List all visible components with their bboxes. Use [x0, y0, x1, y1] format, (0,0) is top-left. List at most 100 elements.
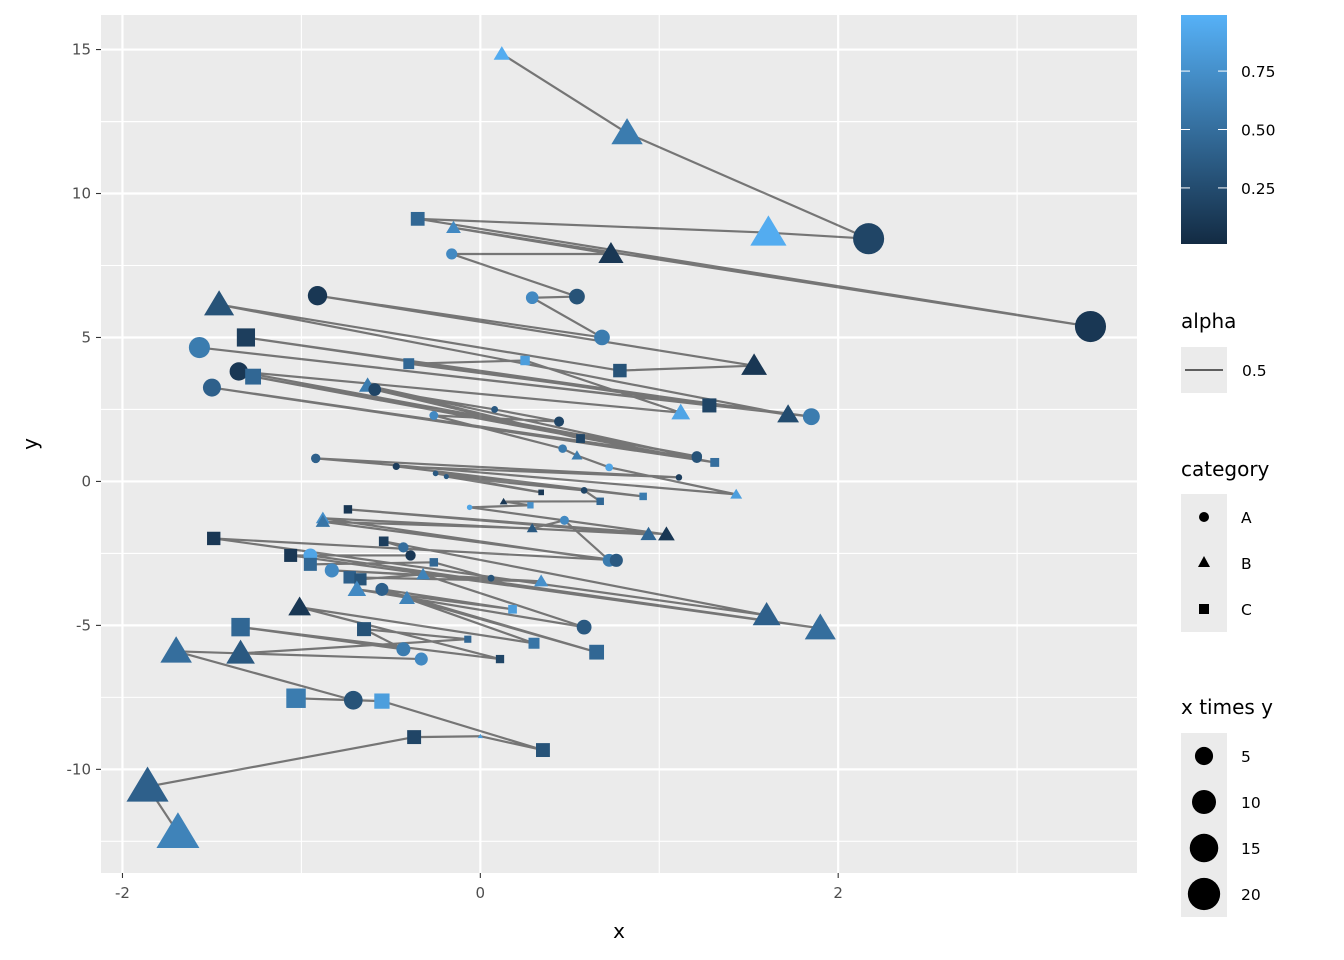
alpha-legend: alpha 0.5 [1181, 309, 1267, 393]
data-point-circle [414, 652, 428, 666]
alpha-legend-label: 0.5 [1242, 362, 1267, 380]
data-point-circle [580, 487, 588, 494]
data-point-square [429, 558, 439, 567]
x-tick-label: 0 [476, 884, 486, 902]
data-point-triangle [671, 403, 691, 420]
data-point-square [589, 644, 605, 660]
data-point-triangle [288, 596, 311, 616]
x-axis: -2 0 2 [115, 873, 843, 902]
data-point-circle [466, 504, 473, 511]
data-point-triangle [126, 766, 169, 802]
size-key-circle [1191, 789, 1217, 815]
data-point-triangle [347, 580, 367, 597]
data-point-circle [675, 474, 683, 481]
data-point-circle [202, 378, 221, 397]
data-point-circle [446, 248, 458, 260]
data-point-square [343, 571, 356, 584]
data-point-circle [229, 362, 248, 381]
data-point-circle [398, 542, 409, 553]
category-legend: category A B C [1181, 457, 1270, 632]
data-point-circle [609, 553, 623, 567]
data-point-square [303, 557, 317, 571]
x-axis-title: x [613, 919, 625, 943]
data-point-circle [343, 690, 363, 710]
data-point-triangle [398, 590, 415, 605]
data-point-circle [307, 286, 328, 306]
data-point-triangle [416, 567, 430, 580]
data-point-triangle [477, 733, 483, 739]
data-point-circle [605, 463, 614, 472]
data-point-triangle [493, 46, 510, 60]
data-point-triangle [204, 290, 235, 316]
data-point-square [374, 693, 390, 709]
triangle-key-icon [1198, 556, 1210, 567]
size-legend-label: 20 [1241, 886, 1261, 904]
size-legend-label: 15 [1241, 840, 1261, 858]
category-legend-title: category [1181, 457, 1270, 481]
data-point-circle [396, 642, 411, 657]
data-point-square [343, 505, 353, 514]
data-point-square [596, 497, 604, 506]
data-point-triangle [156, 812, 200, 849]
data-point-square [236, 328, 256, 347]
data-point-circle [853, 223, 885, 255]
data-point-square [536, 743, 550, 758]
size-key-circle [1187, 877, 1221, 911]
data-point-triangle [741, 353, 768, 375]
y-tick-label: 0 [81, 472, 91, 490]
data-point-square [702, 398, 717, 413]
category-label-a: A [1241, 509, 1252, 527]
data-point-circle [691, 452, 702, 463]
data-point-circle [576, 619, 592, 635]
data-point-square [407, 730, 422, 745]
data-point-square [520, 355, 530, 366]
colorbar-label: 0.75 [1241, 63, 1276, 81]
data-point-circle [569, 288, 585, 305]
data-point-circle [311, 453, 321, 464]
data-point-triangle [658, 526, 675, 541]
y-axis-title: y [18, 438, 42, 450]
data-point-square [508, 604, 517, 614]
data-point-square [286, 688, 306, 708]
data-point-square [538, 489, 544, 496]
data-point-triangle [446, 220, 461, 234]
data-point-square [245, 368, 262, 385]
data-point-circle [487, 574, 495, 582]
data-point-circle [375, 582, 389, 596]
data-point-circle [443, 473, 449, 480]
color-legend: 0.25 0.50 0.75 [1181, 15, 1276, 244]
x-tick-label: -2 [115, 884, 130, 902]
data-point-square [639, 492, 647, 501]
data-point-triangle [752, 602, 781, 626]
data-point-triangle [611, 118, 643, 145]
data-point-square [495, 654, 505, 664]
data-point-square [527, 502, 534, 509]
data-point-circle [559, 515, 569, 525]
data-point-triangle [226, 639, 255, 664]
colorbar-label: 0.25 [1241, 180, 1276, 198]
data-point-triangle [499, 497, 508, 505]
data-point-triangle [730, 488, 743, 499]
data-point-triangle [598, 241, 624, 263]
points-layer [126, 46, 1107, 849]
data-point-square [464, 635, 472, 643]
data-point-circle [405, 550, 416, 561]
data-point-square [207, 531, 221, 546]
size-key-circle [1194, 746, 1214, 766]
data-point-triangle [534, 574, 549, 587]
data-point-triangle [571, 450, 583, 460]
data-point-triangle [777, 404, 800, 423]
size-legend-label: 10 [1241, 794, 1261, 812]
y-tick-label: -5 [76, 616, 91, 634]
data-point-square [403, 358, 415, 370]
data-point-circle [324, 563, 339, 578]
data-point-square [528, 637, 540, 649]
data-point-square [576, 434, 585, 443]
gridlines [101, 15, 1137, 873]
data-point-square [357, 622, 372, 637]
size-legend: x times y 5 10 15 20 [1181, 695, 1273, 917]
data-point-circle [554, 416, 565, 427]
size-legend-label: 5 [1241, 748, 1251, 766]
data-point-circle [594, 329, 610, 346]
